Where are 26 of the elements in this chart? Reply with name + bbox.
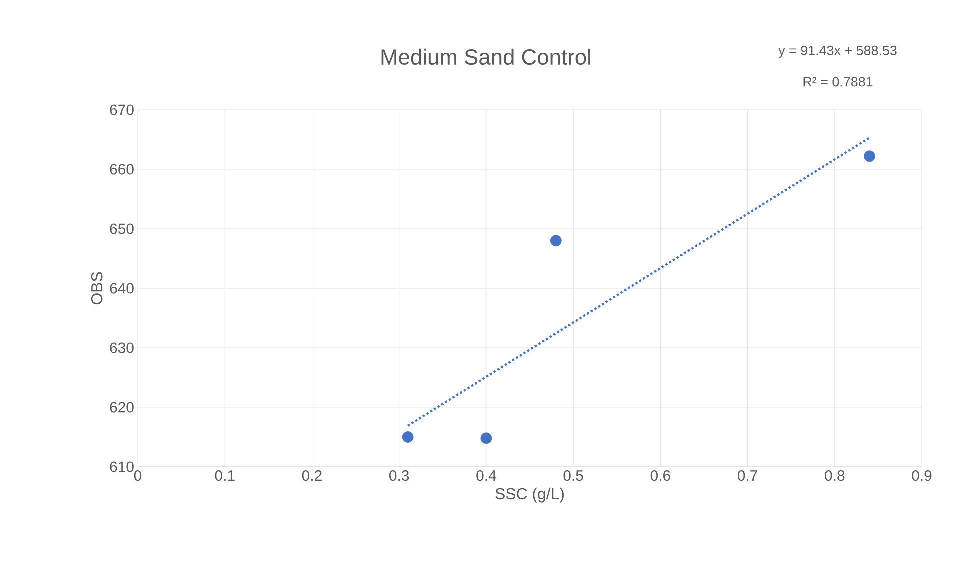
point [864,150,876,162]
x-tick-label: 0.7 [738,470,758,482]
y-tick-label: 650 [110,224,134,234]
chart-title: Medium Sand Control [382,48,590,66]
x-tick-label: 0.1 [215,470,235,482]
x-tick-label: 0 [134,470,142,482]
y-tick-label: 630 [110,342,134,354]
x-tick-label: 0.2 [302,470,322,482]
text: R² = 0.7881 [804,77,873,87]
y-tick-label: 620 [110,402,134,413]
point [550,235,562,247]
y-tick-label: 610 [110,462,134,472]
x-tick-label: 0.5 [564,470,584,482]
y-tick-label: 660 [110,164,134,175]
y-tick-label: 640 [110,283,134,294]
x-tick-label: 0.3 [390,470,410,482]
x-tick-label: 0.9 [912,470,932,482]
x-tick-label: 0.4 [476,470,496,482]
x-axis-title: SSC (g/L) [496,488,564,503]
x-tick-label: 0.8 [825,470,845,482]
x-tick-label: 0.6 [650,470,670,482]
text: y = 91.43x + 588.53 [778,46,897,58]
point [402,432,414,443]
y-axis-title: OBS [91,272,103,305]
point [480,432,492,444]
y-tick-label: 670 [110,104,134,116]
